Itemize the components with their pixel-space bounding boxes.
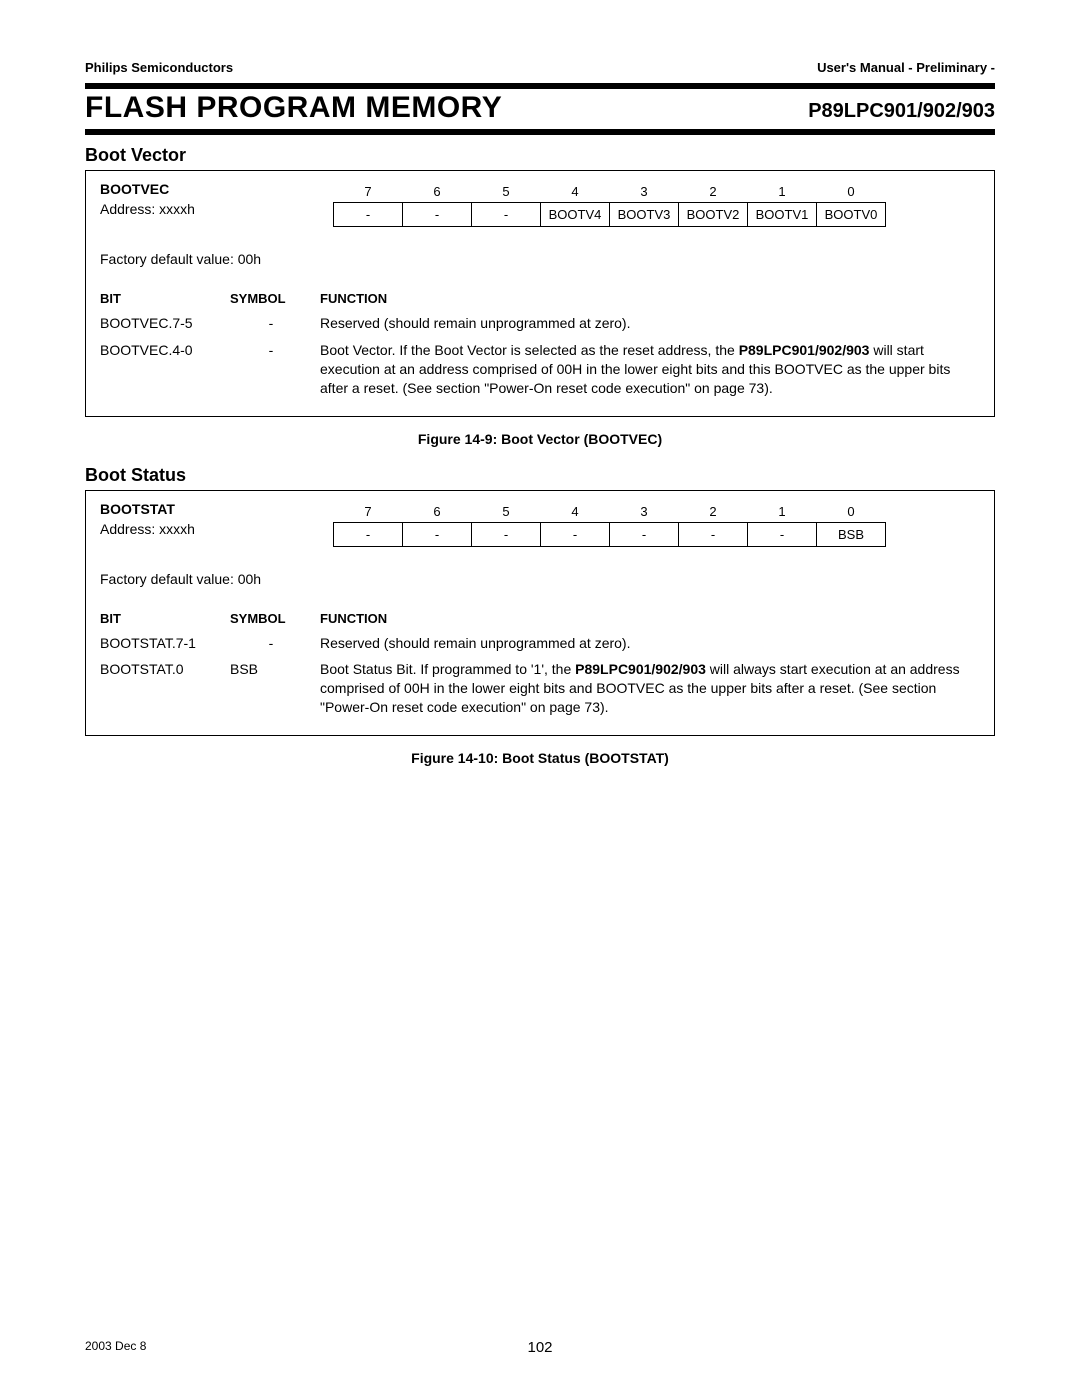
- bit-number: 4: [541, 501, 610, 523]
- bit-number: 6: [403, 501, 472, 523]
- page-header: Philips Semiconductors User's Manual - P…: [85, 60, 995, 75]
- table-row: BOOTSTAT.7-1 - Reserved (should remain u…: [100, 630, 980, 657]
- bit-number: 5: [472, 181, 541, 203]
- function-table-bootstat: BIT SYMBOL FUNCTION BOOTSTAT.7-1 - Reser…: [100, 607, 980, 722]
- bit-cell: BOOTV1: [748, 203, 817, 227]
- factory-default: Factory default value: 00h: [100, 571, 980, 587]
- factory-default: Factory default value: 00h: [100, 251, 980, 267]
- register-name: BOOTSTAT: [100, 501, 315, 517]
- bit-number: 3: [610, 181, 679, 203]
- col-header-bit: BIT: [100, 607, 230, 630]
- table-row: BOOTSTAT.0 BSB Boot Status Bit. If progr…: [100, 656, 980, 721]
- bit-cell: BOOTV3: [610, 203, 679, 227]
- bit-cell: -: [334, 203, 403, 227]
- func-text: Boot Vector. If the Boot Vector is selec…: [320, 342, 739, 358]
- bit-number: 5: [472, 501, 541, 523]
- func-bold: P89LPC901/902/903: [575, 661, 706, 677]
- cell-bit: BOOTSTAT.0: [100, 656, 230, 721]
- figure-caption-bootvec: Figure 14-9: Boot Vector (BOOTVEC): [85, 431, 995, 447]
- bit-cell: -: [334, 522, 403, 546]
- col-header-symbol: SYMBOL: [230, 287, 320, 310]
- cell-symbol: BSB: [230, 656, 320, 721]
- cell-symbol: -: [230, 310, 320, 337]
- bit-number: 7: [334, 181, 403, 203]
- col-header-bit: BIT: [100, 287, 230, 310]
- register-address: Address: xxxxh: [100, 521, 315, 537]
- table-row: BOOTVEC.7-5 - Reserved (should remain un…: [100, 310, 980, 337]
- bit-number: 2: [679, 181, 748, 203]
- page-container: Philips Semiconductors User's Manual - P…: [0, 0, 1080, 1397]
- company-name: Philips Semiconductors: [85, 60, 233, 75]
- func-bold: P89LPC901/902/903: [739, 342, 870, 358]
- section-heading-boot-status: Boot Status: [85, 465, 995, 486]
- col-header-function: FUNCTION: [320, 287, 980, 310]
- bit-number: 4: [541, 181, 610, 203]
- doc-type: User's Manual - Preliminary -: [817, 60, 995, 75]
- bit-number: 2: [679, 501, 748, 523]
- cell-function: Reserved (should remain unprogrammed at …: [320, 310, 980, 337]
- bit-number: 7: [334, 501, 403, 523]
- bit-cell: -: [748, 522, 817, 546]
- col-header-symbol: SYMBOL: [230, 607, 320, 630]
- cell-bit: BOOTVEC.4-0: [100, 337, 230, 402]
- bit-table-bootvec: 7 6 5 4 3 2 1 0 - - - BOOTV4 BOOTV3 BOOT…: [333, 181, 886, 227]
- bit-cell: -: [403, 522, 472, 546]
- bit-number: 6: [403, 181, 472, 203]
- bit-cell: -: [472, 203, 541, 227]
- bit-cell: BSB: [817, 522, 886, 546]
- bit-cell: BOOTV2: [679, 203, 748, 227]
- bit-cell: -: [610, 522, 679, 546]
- bit-cell: -: [541, 522, 610, 546]
- cell-function: Boot Status Bit. If programmed to '1', t…: [320, 656, 980, 721]
- register-box-bootstat: BOOTSTAT Address: xxxxh 7 6 5 4 3 2 1 0 …: [85, 490, 995, 737]
- bit-cell: BOOTV0: [817, 203, 886, 227]
- bit-table-bootstat: 7 6 5 4 3 2 1 0 - - - - - - - BS: [333, 501, 886, 547]
- bit-cell: BOOTV4: [541, 203, 610, 227]
- bit-number: 0: [817, 181, 886, 203]
- bit-cell: -: [403, 203, 472, 227]
- bit-number: 1: [748, 501, 817, 523]
- cell-bit: BOOTSTAT.7-1: [100, 630, 230, 657]
- cell-bit: BOOTVEC.7-5: [100, 310, 230, 337]
- bit-cell: -: [472, 522, 541, 546]
- bit-number: 3: [610, 501, 679, 523]
- figure-caption-bootstat: Figure 14-10: Boot Status (BOOTSTAT): [85, 750, 995, 766]
- register-address: Address: xxxxh: [100, 201, 315, 217]
- part-number: P89LPC901/902/903: [808, 100, 995, 123]
- page-footer: 2003 Dec 8 102: [85, 1339, 995, 1353]
- register-name: BOOTVEC: [100, 181, 315, 197]
- col-header-function: FUNCTION: [320, 607, 980, 630]
- title-bar: FLASH PROGRAM MEMORY P89LPC901/902/903: [85, 83, 995, 135]
- bit-number: 0: [817, 501, 886, 523]
- footer-date: 2003 Dec 8: [85, 1339, 146, 1353]
- section-heading-boot-vector: Boot Vector: [85, 145, 995, 166]
- cell-function: Reserved (should remain unprogrammed at …: [320, 630, 980, 657]
- page-number: 102: [527, 1339, 552, 1356]
- table-row: BOOTVEC.4-0 - Boot Vector. If the Boot V…: [100, 337, 980, 402]
- register-box-bootvec: BOOTVEC Address: xxxxh 7 6 5 4 3 2 1 0 -…: [85, 170, 995, 417]
- function-table-bootvec: BIT SYMBOL FUNCTION BOOTVEC.7-5 - Reserv…: [100, 287, 980, 402]
- chapter-title: FLASH PROGRAM MEMORY: [85, 91, 502, 125]
- bit-cell: -: [679, 522, 748, 546]
- cell-function: Boot Vector. If the Boot Vector is selec…: [320, 337, 980, 402]
- cell-symbol: -: [230, 337, 320, 402]
- cell-symbol: -: [230, 630, 320, 657]
- bit-number: 1: [748, 181, 817, 203]
- func-text: Boot Status Bit. If programmed to '1', t…: [320, 661, 575, 677]
